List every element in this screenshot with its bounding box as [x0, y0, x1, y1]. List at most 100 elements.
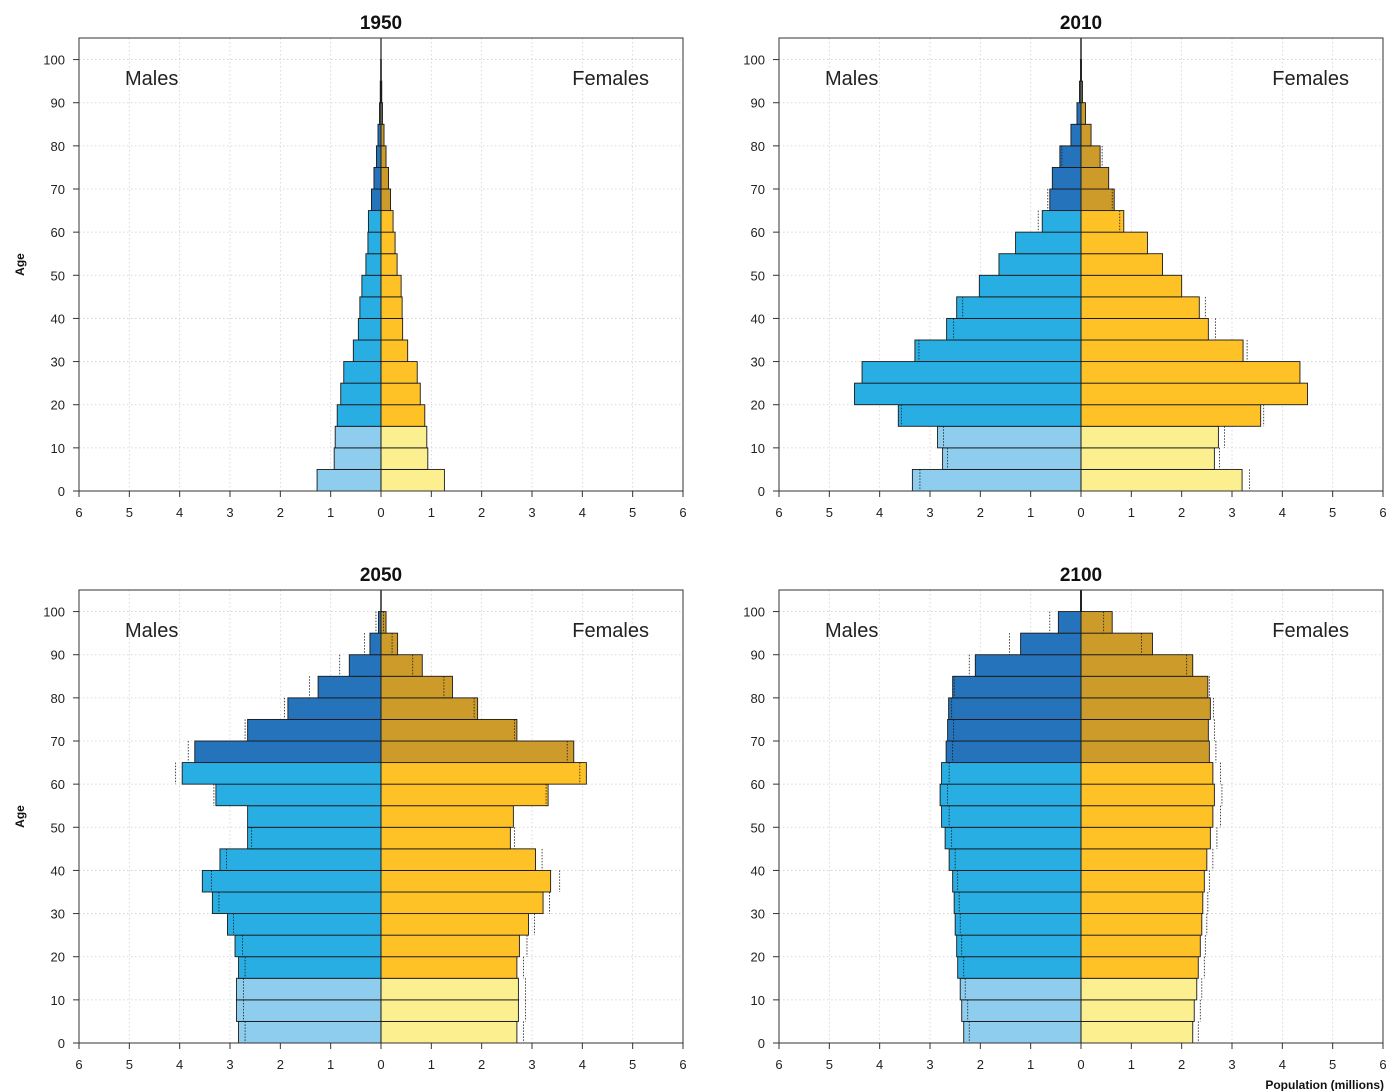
bar-male-50-54 [941, 805, 1082, 828]
y-tick-label: 0 [58, 1036, 65, 1051]
y-tick-label: 20 [51, 950, 65, 965]
y-tick-label: 30 [751, 355, 765, 370]
y-tick-label: 50 [751, 268, 765, 283]
y-tick-label: 50 [51, 820, 65, 835]
bar-male-70-74 [247, 718, 382, 742]
bar-male-35-39 [946, 317, 1082, 341]
x-tick-label: 1 [327, 1057, 334, 1072]
bar-female-25-29 [1080, 913, 1203, 936]
x-tick-label: 1 [428, 1057, 435, 1072]
x-tick-label: 1 [1128, 505, 1135, 520]
bar-female-30-34 [380, 891, 544, 915]
bar-female-55-59 [380, 783, 549, 807]
bar-female-85-89 [1080, 102, 1086, 125]
bar-female-35-39 [1080, 317, 1209, 341]
x-tick-label: 2 [1178, 505, 1185, 520]
bar-female-70-74 [380, 718, 518, 742]
x-tick-label: 5 [1329, 505, 1336, 520]
bar-female-40-44 [380, 296, 403, 319]
bar-female-10-14 [1080, 425, 1219, 449]
bar-male-15-19 [336, 404, 382, 427]
bar-female-0-4 [380, 1020, 518, 1044]
x-tick-label: 2 [277, 1057, 284, 1072]
x-tick-label: 2 [478, 505, 485, 520]
y-tick-label: 30 [751, 907, 765, 922]
y-tick-label: 100 [43, 605, 65, 620]
y-tick-label: 20 [51, 398, 65, 413]
x-tick-label: 3 [226, 1057, 233, 1072]
bars [939, 589, 1223, 1044]
x-tick-label: 1 [428, 505, 435, 520]
y-tick-label: 90 [51, 648, 65, 663]
bar-male-45-49 [361, 274, 382, 298]
bar-male-25-29 [861, 361, 1082, 384]
y-tick-label: 0 [758, 1036, 765, 1051]
bar-female-5-9 [1080, 447, 1215, 470]
bar-male-85-89 [348, 654, 382, 677]
females-label: Females [1272, 68, 1349, 90]
bar-male-5-9 [961, 999, 1082, 1022]
x-tick-label: 0 [1077, 505, 1084, 520]
bar-female-85-89 [1080, 654, 1194, 677]
bar-male-85-89 [1076, 102, 1082, 125]
bar-female-35-39 [380, 317, 404, 341]
bar-male-45-49 [944, 826, 1082, 850]
x-tick-label: 5 [126, 505, 133, 520]
y-tick-label: 100 [743, 53, 765, 68]
bar-male-10-14 [334, 425, 382, 449]
x-tick-label: 0 [377, 1057, 384, 1072]
x-tick-label: 2 [1178, 1057, 1185, 1072]
bar-female-70-74 [1080, 166, 1110, 190]
bar-male-55-59 [939, 783, 1082, 807]
bar-male-50-54 [365, 253, 382, 276]
y-axis-label: Age [13, 805, 27, 828]
x-tick-label: 0 [1077, 1057, 1084, 1072]
bar-female-50-54 [1080, 805, 1214, 828]
bar-male-40-44 [948, 848, 1082, 871]
x-tick-label: 3 [926, 505, 933, 520]
bar-male-10-14 [959, 977, 1082, 1001]
x-tick-label: 1 [327, 505, 334, 520]
bar-female-10-14 [380, 977, 519, 1001]
y-tick-label: 50 [51, 268, 65, 283]
bar-male-20-24 [340, 382, 382, 406]
males-label: Males [825, 68, 878, 90]
bar-female-30-34 [1080, 891, 1204, 915]
bar-male-70-74 [373, 166, 382, 190]
x-tick-label: 6 [679, 1057, 686, 1072]
panel-title: 1950 [360, 13, 402, 34]
bar-male-70-74 [947, 718, 1082, 742]
bar-female-25-29 [1080, 361, 1301, 384]
bar-male-40-44 [359, 296, 382, 319]
bar-female-20-24 [380, 382, 421, 406]
x-tick-label: 6 [775, 1057, 782, 1072]
bar-female-75-79 [1080, 697, 1211, 720]
x-tick-label: 5 [126, 1057, 133, 1072]
y-tick-label: 40 [751, 311, 765, 326]
x-tick-label: 3 [528, 505, 535, 520]
bar-male-15-19 [897, 404, 1082, 427]
bar-female-5-9 [1080, 999, 1195, 1022]
x-tick-label: 1 [1027, 505, 1034, 520]
bar-female-85-89 [380, 654, 423, 677]
bar-female-40-44 [1080, 296, 1200, 319]
bar-female-15-19 [380, 956, 518, 979]
bar-female-60-64 [1080, 210, 1125, 233]
bar-female-100+ [1080, 589, 1082, 613]
bar-male-30-34 [953, 891, 1082, 915]
y-tick-label: 10 [751, 441, 765, 456]
bar-male-30-34 [211, 891, 382, 915]
bar-female-20-24 [380, 934, 520, 958]
bar-male-5-9 [333, 447, 382, 470]
y-tick-label: 20 [751, 398, 765, 413]
bar-female-15-19 [1080, 404, 1262, 427]
bar-male-55-59 [367, 231, 382, 255]
bar-male-75-79 [948, 697, 1082, 720]
bar-male-60-64 [941, 762, 1082, 785]
bar-female-30-34 [1080, 339, 1244, 363]
y-tick-label: 60 [751, 225, 765, 240]
bar-male-90-94 [1020, 632, 1082, 656]
